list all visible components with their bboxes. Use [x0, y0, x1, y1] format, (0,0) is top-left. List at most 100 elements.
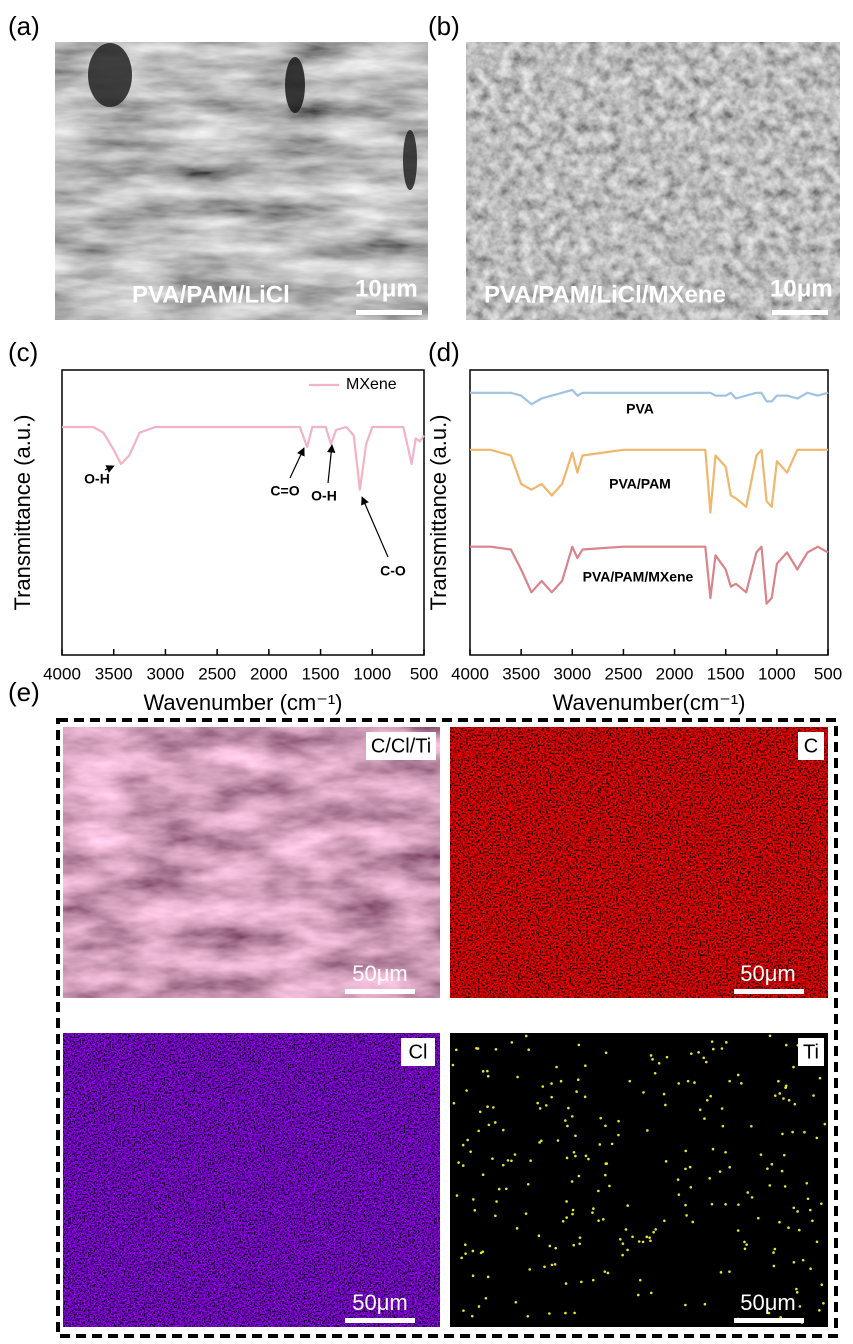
- ti-dot: [811, 1219, 814, 1223]
- ti-dot: [782, 1153, 786, 1157]
- ti-dot: [598, 1143, 602, 1146]
- ti-dot: [462, 1309, 465, 1312]
- x-axis-label: Wavenumber(cm⁻¹): [553, 690, 746, 715]
- ti-dot: [486, 1069, 489, 1073]
- ti-dot: [770, 1162, 774, 1166]
- panel-label: (b): [428, 11, 460, 41]
- ti-dot: [724, 1150, 727, 1154]
- ti-dot: [815, 1240, 819, 1244]
- ti-dot: [796, 1210, 799, 1213]
- ti-dot: [466, 1138, 469, 1142]
- eds-element: C/Cl/Ti: [371, 735, 431, 757]
- panel-label: (e): [8, 677, 40, 707]
- ti-dot: [559, 1079, 563, 1083]
- ti-dot: [471, 1274, 475, 1278]
- ti-dot: [792, 1065, 795, 1069]
- eds-map: [63, 727, 440, 998]
- series-label: PVA: [626, 401, 654, 417]
- pore: [285, 57, 305, 113]
- ti-dot: [662, 1092, 666, 1096]
- ti-dot: [506, 1159, 510, 1162]
- ti-dot: [823, 1122, 827, 1126]
- ti-dot: [510, 1041, 514, 1044]
- ti-dot: [793, 1102, 797, 1106]
- ti-dot: [648, 1236, 651, 1239]
- ti-dot: [792, 1206, 796, 1210]
- ti-dot: [528, 1268, 532, 1271]
- ti-dot: [750, 1124, 753, 1128]
- ti-dot: [514, 1300, 518, 1304]
- eds-tags: C/Cl/Ti C Cl Ti 50μm 50μm 50μm 50μm: [345, 732, 824, 1323]
- ti-dot: [578, 1236, 582, 1239]
- ti-dot: [767, 1311, 771, 1315]
- ti-dot: [574, 1134, 577, 1138]
- ti-dot: [587, 1157, 590, 1161]
- ti-dot: [686, 1079, 690, 1083]
- series-line: [470, 545, 829, 605]
- scale-bar: [734, 989, 804, 994]
- ti-dot: [798, 1305, 802, 1308]
- ti-dot: [779, 1316, 782, 1319]
- ti-dot: [591, 1278, 595, 1282]
- ti-dot: [494, 1048, 498, 1051]
- ti-dot: [618, 1237, 622, 1241]
- ti-dot: [690, 1052, 693, 1055]
- ti-dot: [693, 1081, 696, 1084]
- ti-dot: [792, 1261, 796, 1264]
- ti-dot: [787, 1098, 791, 1102]
- ti-dot: [599, 1116, 602, 1120]
- scale-label: 10μm: [355, 275, 418, 302]
- ti-dot: [621, 1253, 624, 1257]
- y-axis-label: Transmittance (a.u.): [10, 414, 35, 610]
- ti-dot: [604, 1173, 607, 1177]
- ti-dot: [477, 1305, 481, 1308]
- ti-dot: [768, 1184, 772, 1187]
- ti-dot: [564, 1119, 567, 1122]
- ti-dot: [584, 1064, 587, 1068]
- ti-dot: [720, 1107, 724, 1110]
- ti-dot: [516, 1075, 519, 1079]
- ti-dot: [626, 1204, 629, 1207]
- ti-dot: [728, 1165, 732, 1169]
- ti-dot: [577, 1174, 581, 1178]
- scale-bar: [356, 310, 422, 315]
- ti-dot: [740, 1082, 743, 1085]
- ti-dot: [451, 1063, 455, 1067]
- ti-dot: [493, 1121, 497, 1124]
- ti-dot: [664, 1160, 668, 1163]
- ti-dot: [486, 1275, 490, 1279]
- ti-dot: [684, 1203, 687, 1207]
- ti-dot: [721, 1124, 725, 1128]
- ti-dot: [719, 1271, 723, 1274]
- eds-map: [63, 1033, 440, 1327]
- x-tick-label: 1000: [353, 664, 391, 683]
- ti-dot: [597, 1189, 600, 1193]
- ti-dot: [473, 1209, 477, 1212]
- ti-dot: [649, 1291, 653, 1295]
- ti-dot: [526, 1314, 530, 1318]
- ti-dot: [487, 1123, 491, 1127]
- ti-dot: [631, 1235, 634, 1239]
- ti-dot: [805, 1181, 809, 1185]
- tag-box: [798, 732, 824, 760]
- ti-dot: [652, 1230, 655, 1234]
- ti-dot: [736, 1229, 740, 1232]
- ti-dot: [642, 1091, 645, 1094]
- ti-dot: [452, 1101, 456, 1105]
- ti-dot: [501, 1163, 505, 1167]
- x-tick-label: 500: [814, 664, 842, 683]
- ti-dot: [617, 1133, 620, 1137]
- ti-dot: [743, 1240, 746, 1244]
- ti-dot: [803, 1130, 806, 1134]
- ti-dot: [664, 1103, 667, 1107]
- ti-dot: [461, 1143, 465, 1147]
- ti-dot: [822, 1301, 825, 1305]
- ti-dot: [778, 1092, 782, 1095]
- ti-dot: [604, 1124, 607, 1128]
- ti-dot: [689, 1185, 693, 1189]
- annotation: C=O: [270, 483, 299, 499]
- ti-dot: [728, 1079, 731, 1083]
- ti-dot: [597, 1219, 600, 1222]
- ti-dot: [718, 1170, 722, 1173]
- ti-dot: [772, 1251, 775, 1254]
